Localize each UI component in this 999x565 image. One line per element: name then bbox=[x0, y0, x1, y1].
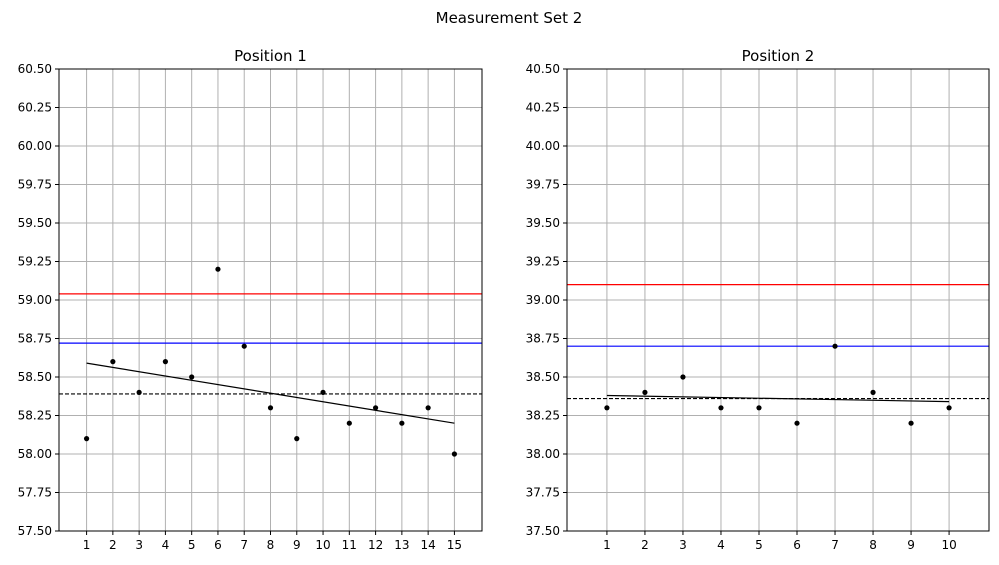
x-tick-label: 8 bbox=[267, 538, 275, 552]
data-point bbox=[870, 389, 876, 395]
y-tick-label: 38.25 bbox=[526, 409, 560, 423]
y-tick-label: 59.00 bbox=[18, 293, 52, 307]
y-tick-label: 39.75 bbox=[526, 178, 560, 192]
y-tick-label: 38.00 bbox=[526, 447, 560, 461]
data-point bbox=[908, 420, 914, 426]
x-tick-label: 6 bbox=[214, 538, 222, 552]
y-tick-label: 37.50 bbox=[526, 524, 560, 538]
x-tick-label: 3 bbox=[679, 538, 687, 552]
y-tick-label: 58.75 bbox=[18, 332, 52, 346]
data-point bbox=[162, 359, 169, 365]
x-tick-label: 5 bbox=[188, 538, 196, 552]
y-tick-label: 39.00 bbox=[526, 293, 560, 307]
y-tick-label: 58.25 bbox=[18, 409, 52, 423]
data-point bbox=[642, 389, 648, 395]
y-tick-label: 59.50 bbox=[18, 216, 52, 230]
data-point bbox=[267, 405, 274, 411]
trend-line bbox=[86, 362, 455, 424]
data-point bbox=[946, 405, 952, 411]
x-tick-label: 7 bbox=[240, 538, 248, 552]
data-point bbox=[794, 420, 800, 426]
x-tick-label: 12 bbox=[368, 538, 383, 552]
y-tick-label: 60.00 bbox=[18, 139, 52, 153]
y-tick-label: 40.00 bbox=[526, 139, 560, 153]
data-point bbox=[294, 436, 300, 442]
y-tick-label: 40.25 bbox=[526, 101, 560, 115]
data-point bbox=[756, 405, 762, 411]
trend-line bbox=[606, 394, 950, 403]
y-tick-label: 39.25 bbox=[526, 255, 560, 269]
x-tick-label: 4 bbox=[717, 538, 725, 552]
figure-title: Measurement Set 2 bbox=[436, 9, 583, 27]
x-tick-label: 14 bbox=[420, 538, 435, 552]
x-tick-label: 5 bbox=[755, 538, 763, 552]
x-tick-label: 9 bbox=[907, 538, 915, 552]
x-tick-label: 3 bbox=[135, 538, 143, 552]
data-point bbox=[604, 405, 610, 411]
data-point bbox=[372, 405, 379, 411]
y-tick-label: 57.75 bbox=[18, 486, 52, 500]
data-point bbox=[110, 359, 116, 365]
data-point bbox=[136, 389, 142, 395]
data-point bbox=[215, 266, 221, 272]
y-tick-label: 37.75 bbox=[526, 486, 560, 500]
y-tick-label: 57.50 bbox=[18, 524, 52, 538]
x-tick-label: 13 bbox=[394, 538, 409, 552]
x-tick-label: 2 bbox=[109, 538, 117, 552]
subplot-position-1: 1 2 3 4 5 6 7 8 9 10 11 12 13 14 1557.5057.7558.0058.2… bbox=[18, 47, 483, 552]
x-tick-label: 7 bbox=[831, 538, 839, 552]
data-point bbox=[451, 451, 458, 457]
data-point bbox=[718, 405, 724, 411]
x-tick-label: 10 bbox=[941, 538, 956, 552]
y-tick-label: 60.50 bbox=[18, 62, 52, 76]
data-point bbox=[83, 436, 90, 442]
y-tick-label: 40.50 bbox=[526, 62, 560, 76]
x-tick-label: 10 bbox=[315, 538, 330, 552]
data-point bbox=[189, 374, 195, 380]
x-tick-label: 15 bbox=[447, 538, 462, 552]
subplot-position-2: 1 2 3 4 5 6 7 8 9 10 37.50 37.75 38.00 38.25 38.50 38.7… bbox=[526, 47, 990, 552]
x-tick-label: 9 bbox=[293, 538, 301, 552]
data-point bbox=[399, 420, 405, 426]
y-tick-label: 58.50 bbox=[18, 370, 52, 384]
y-tick-label: 59.75 bbox=[18, 178, 52, 192]
subplot-title: Position 1 bbox=[234, 47, 307, 65]
data-point bbox=[320, 389, 326, 395]
y-tick-label: 59.25 bbox=[18, 255, 52, 269]
y-tick-label: 60.25 bbox=[18, 101, 52, 115]
x-tick-label: 2 bbox=[641, 538, 649, 552]
x-tick-label: 6 bbox=[793, 538, 801, 552]
data-point bbox=[832, 343, 838, 349]
x-tick-label: 4 bbox=[162, 538, 170, 552]
data-point bbox=[425, 405, 431, 411]
data-point bbox=[241, 343, 247, 349]
subplot-title: Position 2 bbox=[742, 47, 815, 65]
y-tick-label: 39.50 bbox=[526, 216, 560, 230]
y-tick-label: 38.50 bbox=[526, 370, 560, 384]
y-tick-label: 58.00 bbox=[18, 447, 52, 461]
x-tick-label: 11 bbox=[342, 538, 357, 552]
data-point bbox=[680, 374, 686, 380]
x-tick-label: 1 bbox=[83, 538, 91, 552]
x-tick-label: 8 bbox=[869, 538, 877, 552]
data-point bbox=[346, 420, 352, 426]
y-tick-label: 38.75 bbox=[526, 332, 560, 346]
x-tick-label: 1 bbox=[603, 538, 611, 552]
